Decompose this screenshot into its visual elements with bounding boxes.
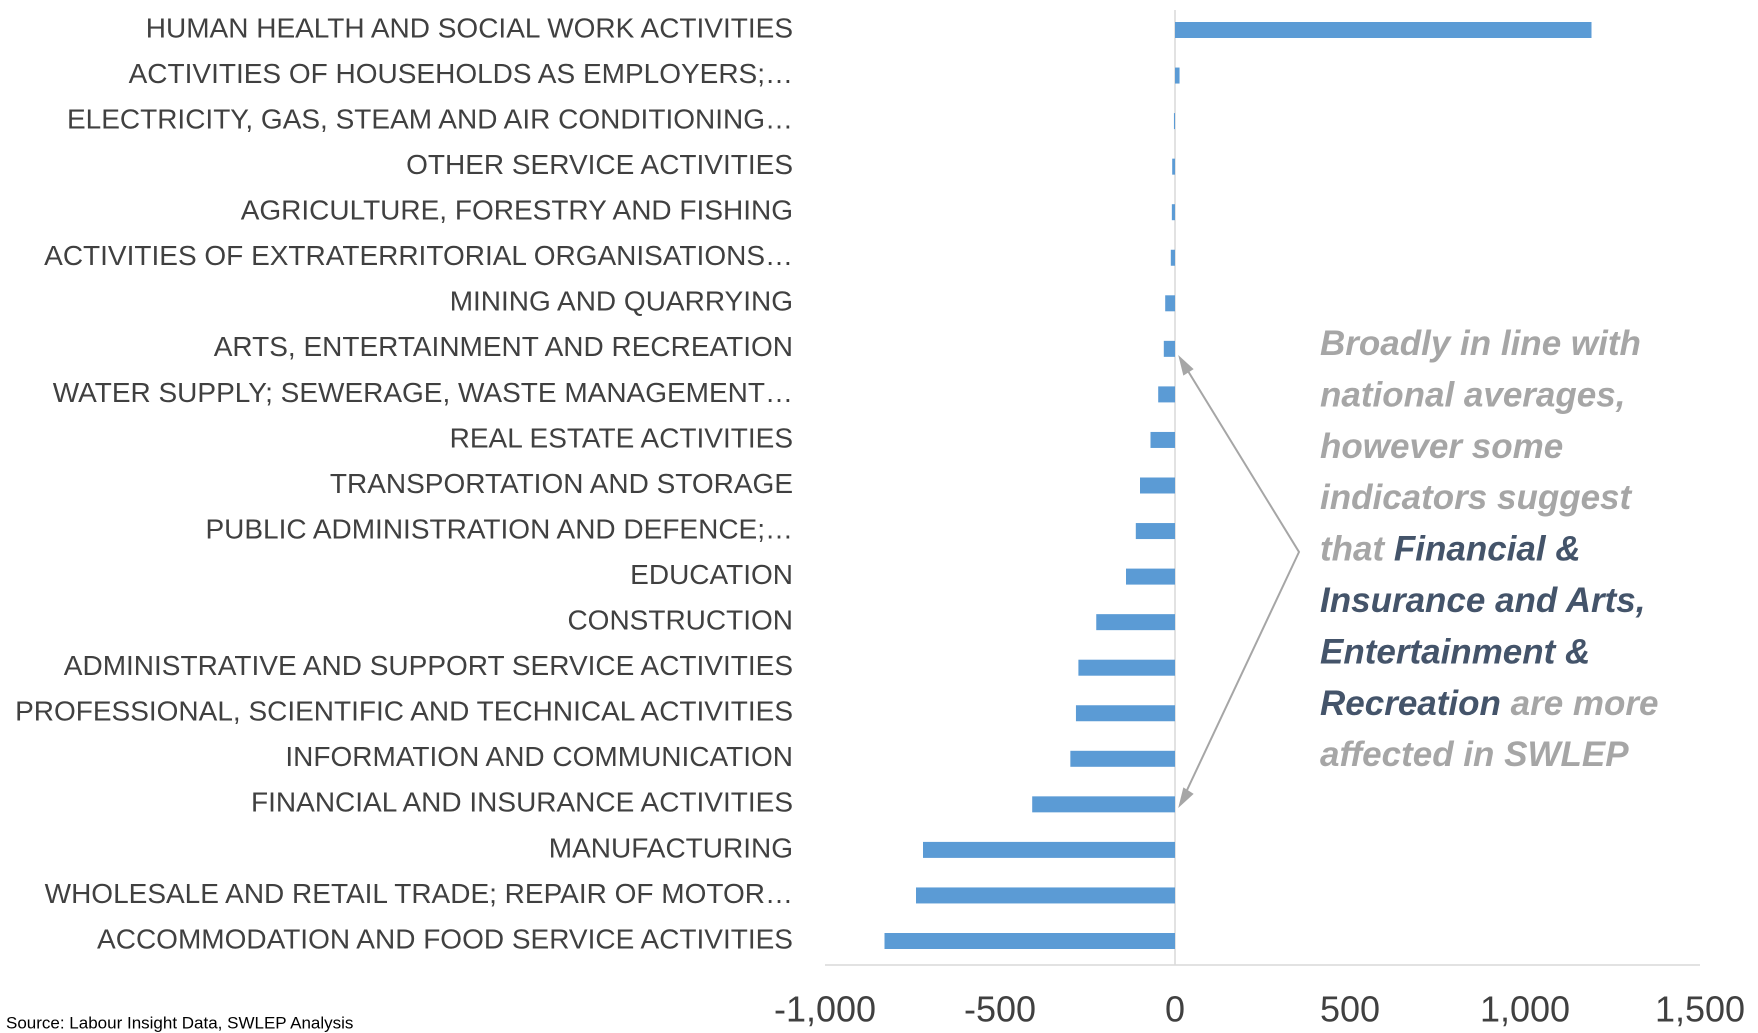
category-label: FINANCIAL AND INSURANCE ACTIVITIES [251, 787, 793, 818]
bar [1140, 477, 1175, 494]
category-label: ACTIVITIES OF HOUSEHOLDS AS EMPLOYERS;… [129, 58, 793, 89]
x-tick-label: 1,500 [1655, 989, 1745, 1030]
annotation-text: however some [1320, 427, 1563, 466]
bar [1096, 614, 1175, 631]
annotation-arrows [1178, 355, 1301, 808]
bar [884, 933, 1175, 949]
bar [1150, 431, 1175, 448]
category-label: ARTS, ENTERTAINMENT AND RECREATION [214, 331, 793, 362]
category-label: CONSTRUCTION [567, 605, 793, 636]
bar [1163, 340, 1175, 357]
x-tick-label: -500 [964, 989, 1036, 1030]
x-tick-label: 500 [1320, 989, 1380, 1030]
annotation-text: Broadly in line with [1320, 324, 1641, 363]
arrow-head [1178, 355, 1194, 376]
category-label: ADMINISTRATIVE AND SUPPORT SERVICE ACTIV… [64, 650, 793, 681]
annotation-line: however some [1320, 427, 1563, 466]
category-label: ACTIVITIES OF EXTRATERRITORIAL ORGANISAT… [44, 240, 793, 271]
category-label: OTHER SERVICE ACTIVITIES [406, 149, 793, 180]
category-label: EDUCATION [630, 559, 793, 590]
annotation-text: Financial & [1394, 530, 1581, 569]
category-label: MANUFACTURING [549, 832, 793, 863]
bar [1158, 386, 1175, 403]
category-label: ACCOMMODATION AND FOOD SERVICE ACTIVITIE… [97, 923, 793, 954]
bar [1173, 113, 1175, 130]
annotation-line: national averages, [1320, 376, 1625, 415]
annotation-text: indicators suggest [1320, 478, 1633, 517]
x-tick-label: 0 [1165, 989, 1185, 1030]
bar [1171, 204, 1175, 221]
category-label: HUMAN HEALTH AND SOCIAL WORK ACTIVITIES [146, 12, 793, 43]
source-note: Source: Labour Insight Data, SWLEP Analy… [6, 1013, 353, 1032]
annotation-bracket [1179, 357, 1301, 806]
bar [1170, 249, 1175, 266]
annotation-text: affected in SWLEP [1320, 735, 1629, 774]
category-label: WATER SUPPLY; SEWERAGE, WASTE MANAGEMENT… [53, 377, 793, 408]
bar [1172, 158, 1175, 175]
x-tick-label: 1,000 [1480, 989, 1570, 1030]
annotation-line: affected in SWLEP [1320, 735, 1629, 774]
bar [1135, 523, 1175, 540]
annotation-text: Entertainment & [1320, 633, 1590, 672]
category-label: WHOLESALE AND RETAIL TRADE; REPAIR OF MO… [45, 878, 793, 909]
x-tick-label: -1,000 [774, 989, 876, 1030]
bar [1126, 568, 1175, 585]
category-label: TRANSPORTATION AND STORAGE [330, 468, 793, 499]
bar [1070, 750, 1175, 767]
category-label: INFORMATION AND COMMUNICATION [285, 741, 793, 772]
annotation-line: Entertainment & [1320, 633, 1590, 672]
arrow-head [1178, 787, 1194, 808]
category-label: REAL ESTATE ACTIVITIES [450, 422, 793, 453]
annotation-line: that Financial & [1320, 530, 1581, 569]
bar [916, 887, 1175, 904]
annotation-line: Broadly in line with [1320, 324, 1641, 363]
annotation-text: Recreation [1320, 684, 1501, 723]
bar [1078, 659, 1175, 676]
category-label: PROFESSIONAL, SCIENTIFIC AND TECHNICAL A… [15, 696, 793, 727]
bar [1175, 67, 1180, 84]
category-label: ELECTRICITY, GAS, STEAM AND AIR CONDITIO… [67, 103, 793, 134]
annotation-text: Insurance and Arts, [1320, 581, 1645, 620]
annotation-line: indicators suggest [1320, 478, 1633, 517]
annotation-text: national averages, [1320, 376, 1625, 415]
category-label: PUBLIC ADMINISTRATION AND DEFENCE;… [205, 513, 793, 544]
bar [1032, 796, 1175, 813]
annotation-text: are more [1501, 684, 1659, 723]
bar [1165, 295, 1175, 312]
bar [1175, 22, 1592, 38]
bar [1075, 705, 1175, 722]
bar [923, 841, 1175, 858]
annotation-line: Recreation are more [1320, 684, 1659, 723]
annotation-line: Insurance and Arts, [1320, 581, 1645, 620]
annotation-text: that [1320, 530, 1394, 569]
category-label: MINING AND QUARRYING [450, 286, 793, 317]
category-label: AGRICULTURE, FORESTRY AND FISHING [241, 195, 793, 226]
